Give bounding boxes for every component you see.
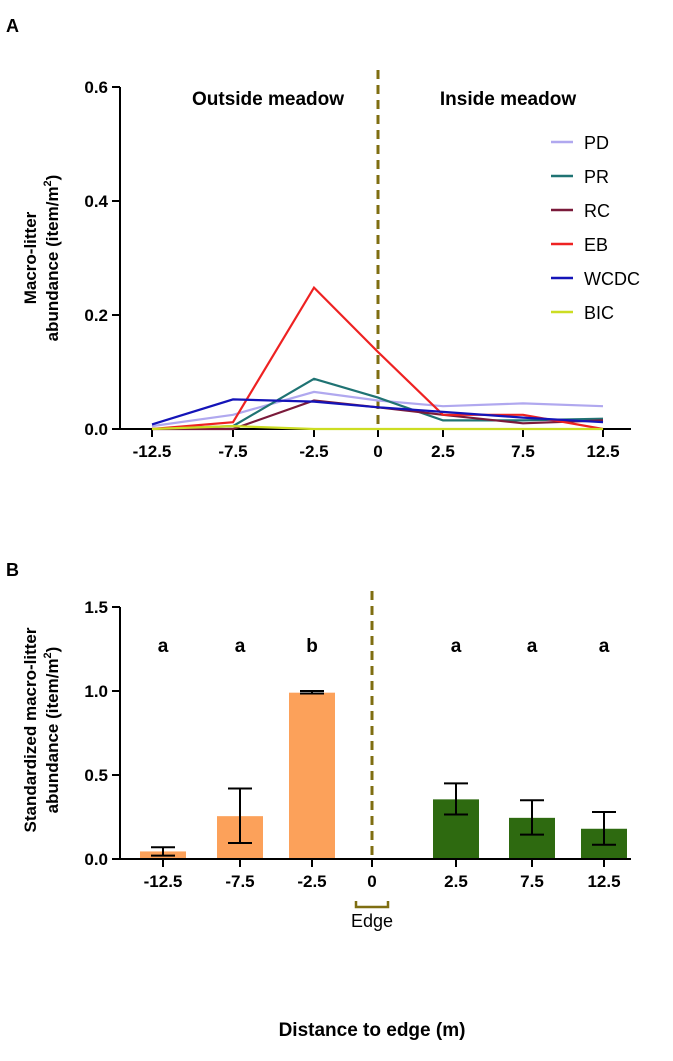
panel-a-y-tick-label: 0.0 [84, 420, 108, 439]
significance-letter: a [158, 636, 169, 657]
panel-b-x-tick-label: 0 [367, 872, 376, 891]
region-label-inside: Inside meadow [440, 89, 576, 110]
panel-b-axes [119, 607, 631, 860]
error-bar [300, 690, 324, 695]
panel-b-x-tick-label: 7.5 [520, 872, 544, 891]
legend-label-pr: PR [584, 167, 609, 187]
panel-a-axes [119, 87, 631, 430]
legend-label-pd: PD [584, 133, 609, 153]
series-line-bic [151, 424, 603, 431]
error-bar [151, 846, 175, 857]
legend-label-bic: BIC [584, 303, 614, 323]
panel-b-x-tick-label: 2.5 [444, 872, 468, 891]
legend-label-wcdc: WCDC [584, 269, 640, 289]
series-line-eb [151, 285, 604, 431]
panel-a-x-tick-label: -12.5 [133, 442, 172, 461]
panel-a-legend: PD PR RC EB WCDC BIC [551, 133, 640, 323]
panel-b-x-label: Distance to edge (m) [279, 1020, 466, 1041]
significance-letter: a [599, 636, 610, 657]
panel-b-error-bars [151, 690, 616, 857]
error-bar [520, 799, 544, 836]
panel-b-y-ticks: 0.0 0.5 1.0 1.5 [84, 598, 120, 869]
panel-a-y-ticks: 0.0 0.2 0.4 0.6 [84, 78, 120, 439]
panel-b-x-tick-label: -7.5 [225, 872, 254, 891]
panel-b-y-label: Standardized macro-litter abundance (ite… [21, 627, 62, 832]
panel-a: 0.0 0.2 0.4 0.6 -12.5 -7.5 -2.5 0 2.5 7.5 12.5 Ma… [21, 70, 640, 461]
panel-b: 0.0 0.5 1.0 1.5 -12.5 -7.5 -2.5 0 2.5 7.5 12.5 a a… [21, 591, 631, 1041]
panel-a-x-tick-label: -7.5 [218, 442, 247, 461]
panel-a-x-tick-label: 7.5 [511, 442, 535, 461]
panel-b-y-tick-label: 0.5 [84, 766, 108, 785]
legend-label-eb: EB [584, 235, 608, 255]
panel-a-x-tick-label: 2.5 [431, 442, 455, 461]
panel-b-y-tick-label: 1.5 [84, 598, 108, 617]
panel-b-x-tick-label: -2.5 [297, 872, 326, 891]
panel-b-y-tick-label: 1.0 [84, 682, 108, 701]
panel-b-x-tick-label: -12.5 [144, 872, 183, 891]
panel-a-y-label-line2: abundance (item/m2) [42, 175, 62, 342]
panel-label-a: A [6, 16, 19, 36]
panel-a-x-ticks: -12.5 -7.5 -2.5 0 2.5 7.5 12.5 [133, 429, 620, 461]
error-bar [444, 782, 468, 816]
legend-label-rc: RC [584, 201, 610, 221]
panel-a-x-tick-label: -2.5 [299, 442, 328, 461]
edge-bracket [354, 901, 390, 909]
panel-a-x-tick-label: 0 [373, 442, 382, 461]
error-bar [228, 787, 252, 845]
region-label-outside: Outside meadow [192, 89, 344, 110]
edge-label: Edge [351, 911, 393, 931]
significance-letter: a [235, 636, 246, 657]
panel-a-x-tick-label: 12.5 [586, 442, 619, 461]
panel-b-y-label-line2: abundance (item/m2) [42, 647, 62, 814]
panel-b-y-tick-label: 0.0 [84, 850, 108, 869]
panel-b-x-ticks: -12.5 -7.5 -2.5 0 2.5 7.5 12.5 [144, 859, 621, 891]
panel-b-y-label-line1: Standardized macro-litter [21, 627, 40, 832]
panel-a-y-tick-label: 0.2 [84, 306, 108, 325]
significance-letter: a [451, 636, 462, 657]
panel-a-series-lines [151, 285, 604, 431]
error-bar [592, 810, 616, 846]
significance-letter: b [306, 636, 318, 657]
panel-b-bars [140, 692, 627, 859]
significance-letter: a [527, 636, 538, 657]
panel-a-y-tick-label: 0.4 [84, 192, 108, 211]
panel-a-y-label-line1: Macro-litter [21, 211, 40, 304]
panel-a-y-label: Macro-litter abundance (item/m2) [21, 175, 62, 342]
panel-b-x-tick-label: 12.5 [587, 872, 620, 891]
bar [289, 692, 335, 859]
panel-label-b: B [6, 560, 19, 580]
series-line-pd [151, 390, 604, 428]
panel-a-y-tick-label: 0.6 [84, 78, 108, 97]
series-line-wcdc [151, 398, 604, 426]
